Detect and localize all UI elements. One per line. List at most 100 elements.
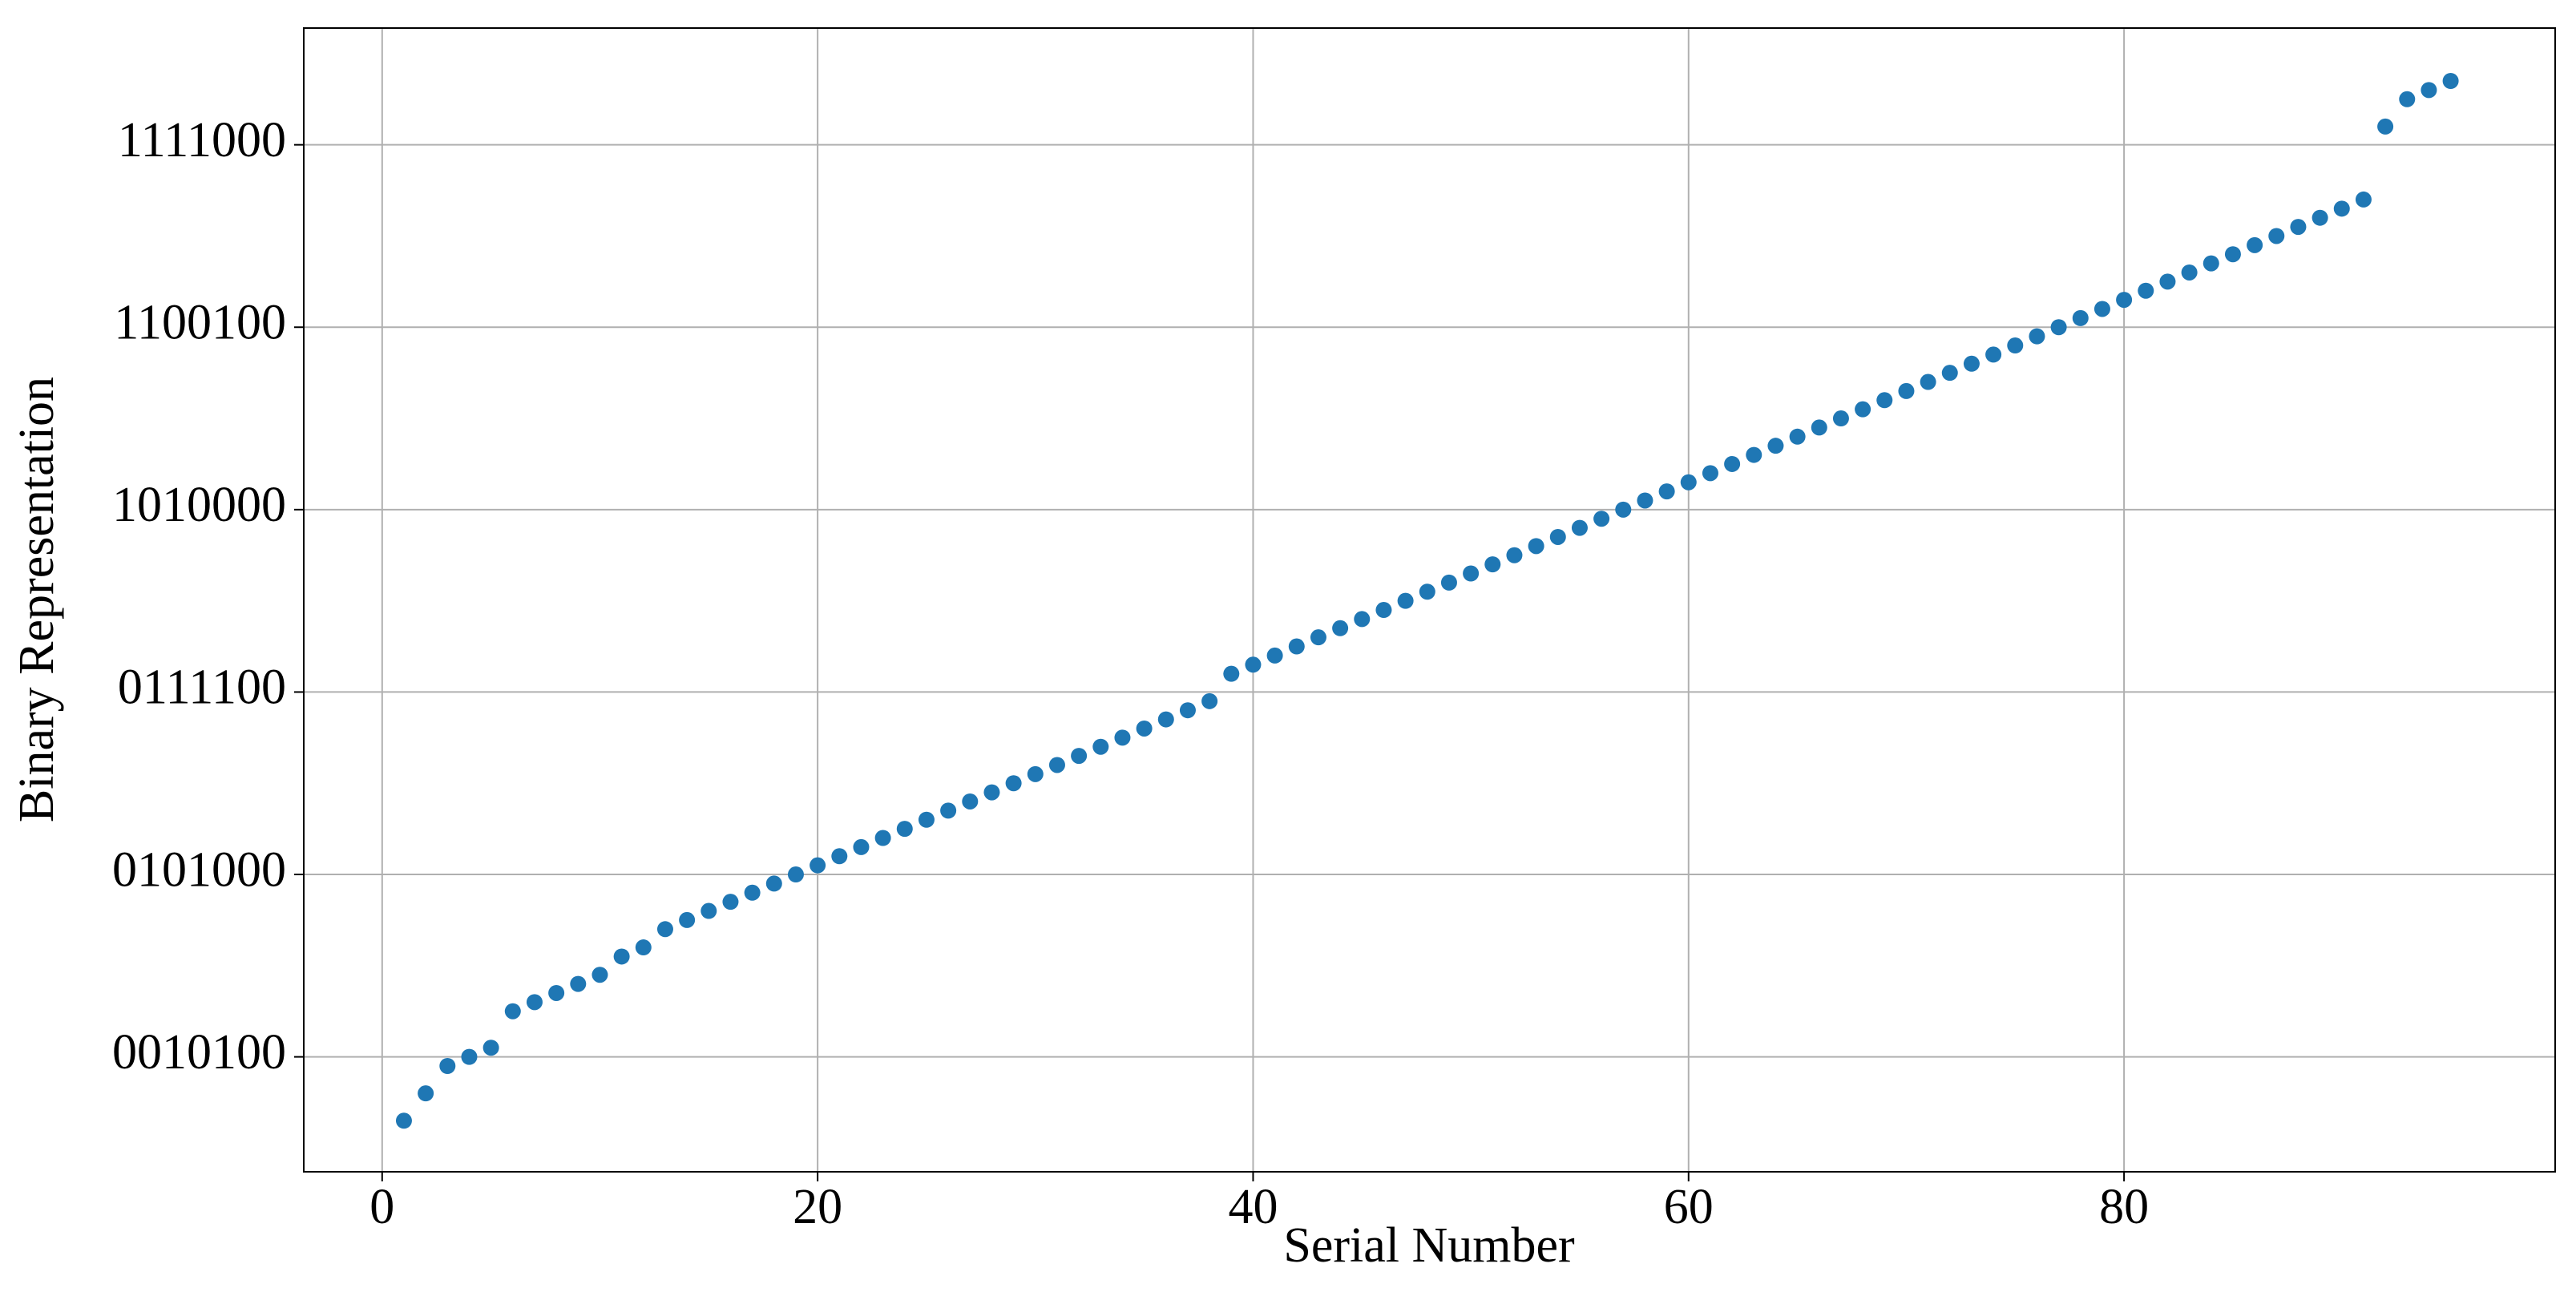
point (2007, 337, 2024, 354)
point (2029, 328, 2045, 345)
point (1071, 748, 1088, 765)
point (2181, 264, 2198, 281)
point (1528, 538, 1544, 555)
point (482, 1040, 499, 1056)
point (439, 1057, 456, 1074)
point (1463, 565, 1480, 582)
y-tick-label: 1100100 (114, 295, 286, 349)
point (1767, 438, 1784, 454)
point (2094, 301, 2110, 317)
point (1746, 446, 1762, 463)
point (765, 875, 782, 892)
point (613, 948, 630, 965)
point (1811, 419, 1827, 436)
point (1288, 638, 1305, 655)
point (395, 1112, 412, 1129)
point (1571, 519, 1588, 536)
point (1266, 647, 1283, 664)
point (787, 866, 804, 883)
point (1941, 365, 1958, 382)
point (1354, 611, 1371, 628)
x-tick-label: 40 (1228, 1180, 1278, 1234)
point (918, 811, 935, 828)
point (1549, 528, 1566, 545)
point (2355, 191, 2372, 208)
point (1201, 692, 1218, 709)
point (1615, 501, 1632, 518)
point (1245, 656, 1262, 673)
point (1702, 465, 1718, 482)
point (2421, 82, 2437, 99)
point (831, 848, 848, 865)
point (1876, 392, 1893, 409)
point (1789, 428, 1806, 445)
y-tick-label: 0101000 (112, 842, 286, 897)
point (962, 793, 979, 810)
point (1440, 574, 1457, 591)
point (2050, 319, 2067, 336)
point (2290, 219, 2307, 236)
point (656, 921, 673, 938)
x-tick-label: 0 (369, 1180, 394, 1234)
point (722, 894, 739, 910)
point (1332, 620, 1349, 636)
y-tick-label: 1010000 (112, 478, 286, 532)
point (1136, 720, 1153, 737)
x-axis-label: Serial Number (1283, 1218, 1575, 1273)
point (2116, 292, 2133, 309)
x-tick-label: 80 (2099, 1180, 2149, 1234)
point (2072, 309, 2089, 326)
point (1419, 583, 1435, 600)
point (592, 967, 608, 983)
y-tick-label: 1111000 (118, 113, 286, 168)
point (2203, 255, 2219, 272)
point (526, 994, 543, 1011)
point (461, 1048, 478, 1065)
point (701, 902, 717, 919)
point (2138, 282, 2154, 299)
point (504, 1003, 521, 1019)
plot-frame (303, 27, 2556, 1173)
point (1637, 492, 1653, 509)
point (1898, 382, 1915, 399)
point (1855, 401, 1871, 418)
point (1484, 556, 1501, 573)
point (2268, 228, 2285, 244)
point (1114, 729, 1131, 746)
point (2399, 91, 2416, 107)
point (940, 802, 957, 819)
point (1506, 547, 1523, 563)
point (896, 821, 913, 838)
point (1179, 702, 1196, 719)
point (853, 838, 870, 855)
point (2377, 118, 2394, 135)
point (635, 939, 652, 956)
x-tick-label: 20 (793, 1180, 842, 1234)
point (2442, 73, 2459, 90)
point (1375, 602, 1392, 619)
point (2224, 246, 2241, 263)
point (1658, 483, 1675, 500)
point (983, 784, 1000, 801)
point (744, 884, 761, 901)
point (2247, 236, 2263, 253)
y-tick-label: 0111100 (118, 660, 286, 715)
point (570, 975, 587, 992)
x-tick-label: 60 (1664, 1180, 1714, 1234)
point (1027, 765, 1044, 782)
point (1920, 373, 1936, 390)
point (1593, 511, 1610, 527)
y-axis-label: Binary Representation (10, 377, 64, 822)
point (874, 830, 891, 846)
point (810, 857, 826, 874)
point (1092, 738, 1109, 755)
point (1832, 410, 1849, 427)
point (1310, 629, 1326, 646)
point (2159, 273, 2176, 290)
point (1048, 757, 1065, 773)
point (1223, 665, 1240, 682)
point (1157, 711, 1174, 728)
point (1397, 592, 1414, 609)
